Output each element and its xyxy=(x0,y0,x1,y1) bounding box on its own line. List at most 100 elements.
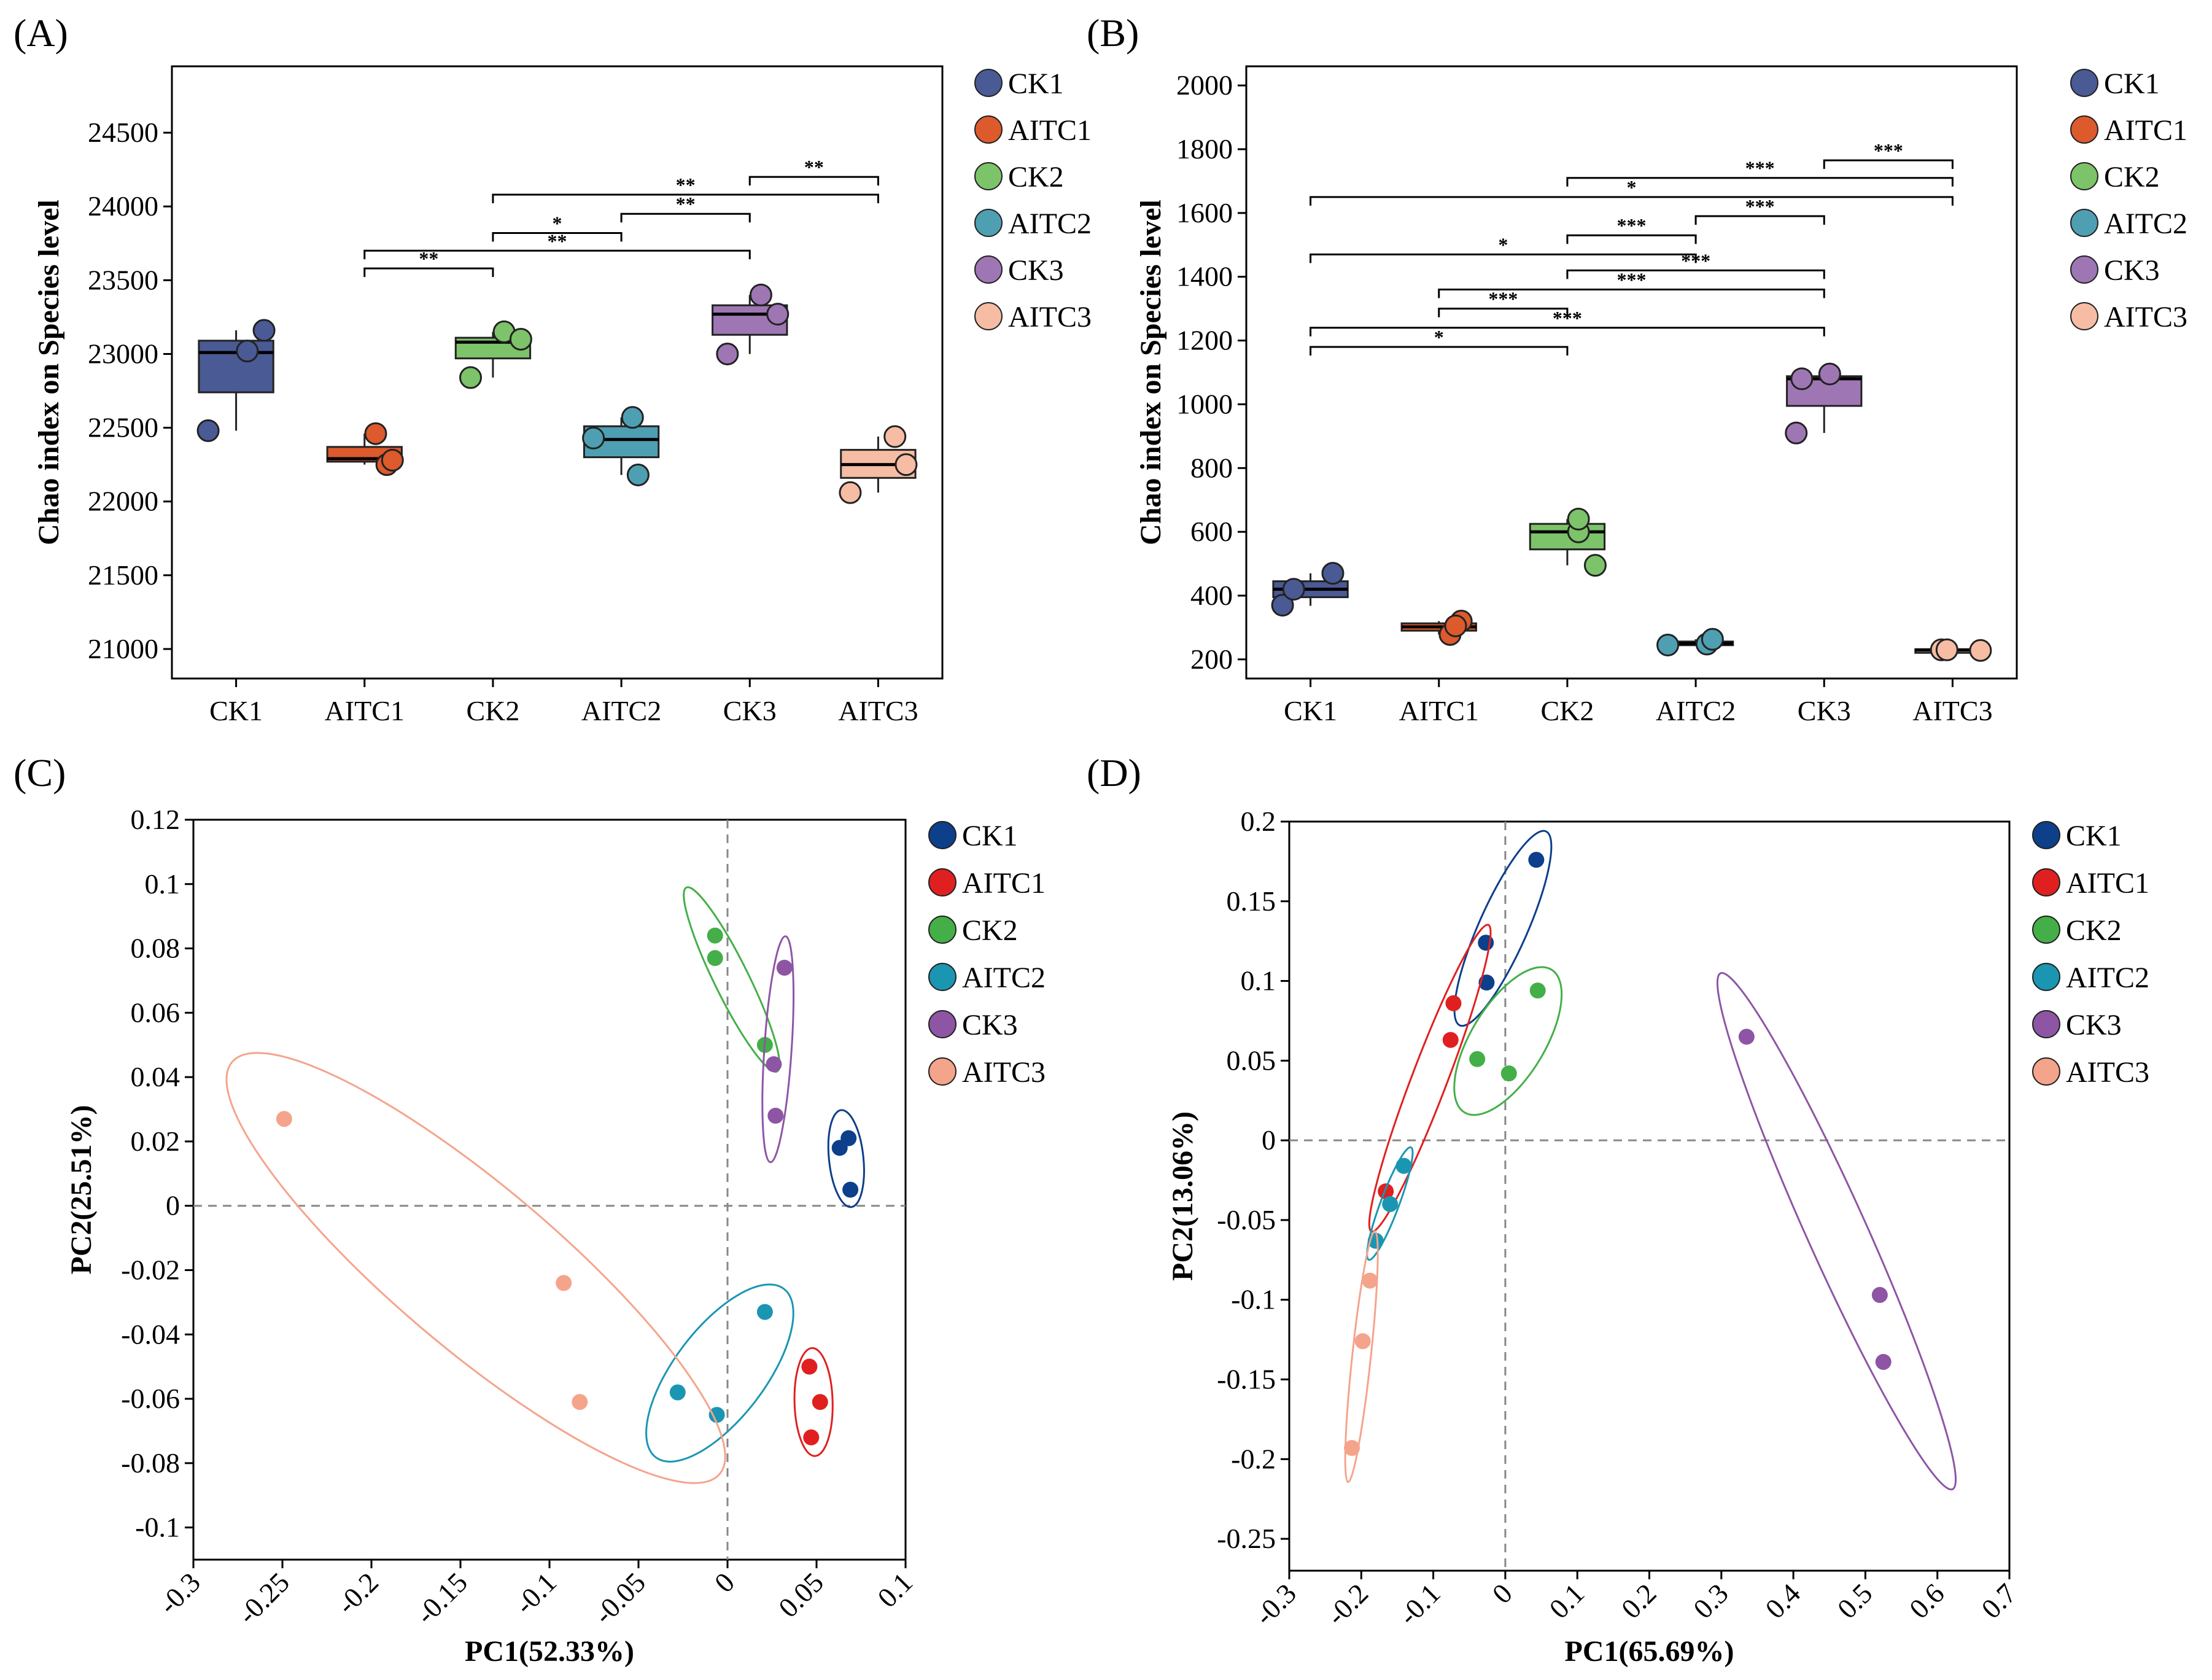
y-tick-label: 22000 xyxy=(88,486,158,517)
sample-point-aitc3 xyxy=(1344,1440,1360,1456)
confidence-ellipse-ck3 xyxy=(1716,972,1957,1491)
legend-label-aitc1: AITC1 xyxy=(962,867,1046,900)
sample-point-aitc3 xyxy=(276,1111,292,1127)
sample-point-ck2 xyxy=(509,327,532,351)
y-axis-label: Chao index on Species level xyxy=(33,200,65,545)
x-tick-label: -0.3 xyxy=(1249,1577,1303,1631)
sample-point-aitc1 xyxy=(1444,614,1467,637)
sample-point-ck3 xyxy=(766,1056,782,1073)
legend-swatch-ck2 xyxy=(2070,162,2098,190)
y-tick-label: -0.02 xyxy=(121,1254,180,1285)
y-axis-label: Chao index on Species level xyxy=(1135,200,1167,545)
sample-point-ck3 xyxy=(767,1108,784,1124)
x-tick-label: 0.05 xyxy=(772,1566,829,1624)
legend-swatch-aitc3 xyxy=(974,302,1003,330)
panel-label: (C) xyxy=(14,751,66,795)
legend-label-aitc1: AITC1 xyxy=(1008,114,1092,147)
confidence-ellipse-aitc1 xyxy=(793,1347,834,1457)
panel-b-boxplot: (B) 200 400 600 800 1000 1200 1400 1600 1800 2000 C… xyxy=(1087,11,2187,726)
sample-point-aitc3 xyxy=(895,453,918,476)
y-tick-label: 1400 xyxy=(1176,261,1233,292)
significance-label: ** xyxy=(676,193,696,215)
x-tick-label-ck3: CK3 xyxy=(723,695,777,726)
sample-point-aitc1 xyxy=(801,1358,818,1375)
sample-point-aitc1 xyxy=(803,1429,820,1445)
legend-swatch-ck3 xyxy=(2070,255,2098,284)
legend-label-aitc3: AITC3 xyxy=(1008,301,1092,333)
sample-point-ck1 xyxy=(1528,852,1545,868)
confidence-ellipse-ck1 xyxy=(827,1109,865,1208)
legend-swatch-ck3 xyxy=(974,255,1003,284)
legend-label-ck2: CK2 xyxy=(2104,161,2160,193)
legend-swatch-ck1 xyxy=(974,69,1003,97)
significance-bracket xyxy=(492,231,623,242)
sample-point-ck2 xyxy=(1583,554,1607,577)
legend-swatch-ck1 xyxy=(2070,69,2098,97)
significance-label: *** xyxy=(1617,268,1647,290)
y-tick-label: -0.15 xyxy=(1217,1364,1276,1395)
significance-label: * xyxy=(1498,233,1508,255)
significance-bracket xyxy=(1823,159,1954,169)
y-tick-label: -0.06 xyxy=(121,1383,180,1414)
sample-point-aitc3 xyxy=(572,1394,588,1410)
sample-point-aitc2 xyxy=(1701,628,1724,651)
confidence-ellipse-aitc2 xyxy=(645,1283,794,1463)
sample-point-ck3 xyxy=(766,303,790,326)
panel-c-pca-scatter: (C) -0.1 -0.08 -0.06 -0.04 -0.02 0 0.02 0.04 0.06… xyxy=(14,751,1046,1668)
y-tick-label: 800 xyxy=(1190,452,1233,483)
x-tick-label: -0.1 xyxy=(509,1566,563,1620)
legend-swatch-ck1 xyxy=(928,821,957,849)
x-tick-label: 0 xyxy=(708,1566,740,1598)
panel-label: (D) xyxy=(1087,751,1141,795)
sample-point-ck3 xyxy=(1875,1353,1892,1370)
legend-label-ck3: CK3 xyxy=(2104,254,2160,287)
y-tick-label: -0.05 xyxy=(1217,1204,1276,1235)
y-tick-label: 2000 xyxy=(1176,69,1233,101)
sample-point-ck2 xyxy=(1567,507,1590,531)
y-tick-label: 0 xyxy=(166,1190,180,1221)
legend-label-aitc3: AITC3 xyxy=(2104,301,2187,333)
sample-point-aitc3 xyxy=(883,425,907,448)
legend-label-aitc3: AITC3 xyxy=(2066,1056,2149,1089)
significance-label: *** xyxy=(1617,214,1647,236)
confidence-ellipse-ck3 xyxy=(761,935,794,1164)
significance-bracket xyxy=(748,176,879,186)
x-tick-label: -0.1 xyxy=(1392,1577,1446,1631)
sample-point-aitc2 xyxy=(1395,1157,1412,1174)
x-tick-label-aitc1: AITC1 xyxy=(1399,695,1479,726)
sample-point-ck1 xyxy=(1478,935,1494,951)
y-tick-label: 24000 xyxy=(88,190,158,222)
panel-d-pca-scatter: (D) -0.25 -0.2 -0.15 -0.1 -0.05 0 0.05 0.1 0.15 0.… xyxy=(1087,751,2149,1668)
confidence-ellipse-aitc3 xyxy=(1344,1230,1379,1484)
y-tick-label: -0.08 xyxy=(121,1447,180,1479)
legend-swatch-ck2 xyxy=(974,162,1003,190)
panel-label: (A) xyxy=(14,11,68,55)
legend-swatch-ck2 xyxy=(928,916,957,944)
legend-label-ck2: CK2 xyxy=(962,914,1018,947)
sample-point-aitc1 xyxy=(812,1394,828,1410)
sample-point-ck3 xyxy=(1871,1286,1888,1303)
legend-label-aitc2: AITC2 xyxy=(2066,962,2149,994)
sample-point-ck1 xyxy=(1271,594,1294,617)
sample-point-ck2 xyxy=(707,950,723,966)
x-tick-label: 0.5 xyxy=(1831,1577,1879,1625)
x-tick-label-ck2: CK2 xyxy=(1540,695,1594,726)
confidence-ellipse-aitc3 xyxy=(225,1052,726,1484)
legend-label-ck1: CK1 xyxy=(962,820,1018,852)
confidence-ellipse-ck2 xyxy=(683,886,781,1073)
legend-label-aitc1: AITC1 xyxy=(2066,867,2149,900)
sample-point-aitc3 xyxy=(1362,1272,1378,1289)
legend-label-ck1: CK1 xyxy=(2066,820,2122,852)
x-tick-label: 0.1 xyxy=(1543,1577,1591,1625)
significance-bracket xyxy=(363,267,494,278)
y-tick-label: 0.05 xyxy=(1227,1044,1276,1076)
legend-label-aitc2: AITC2 xyxy=(962,962,1046,994)
confidence-ellipse-aitc2 xyxy=(1366,1146,1414,1261)
sample-point-aitc2 xyxy=(582,426,605,449)
significance-label: *** xyxy=(1874,139,1903,161)
sample-point-aitc1 xyxy=(1442,1032,1459,1048)
significance-bracket xyxy=(620,212,751,223)
sample-point-aitc1 xyxy=(381,448,404,472)
box-ck2 xyxy=(1529,523,1606,551)
